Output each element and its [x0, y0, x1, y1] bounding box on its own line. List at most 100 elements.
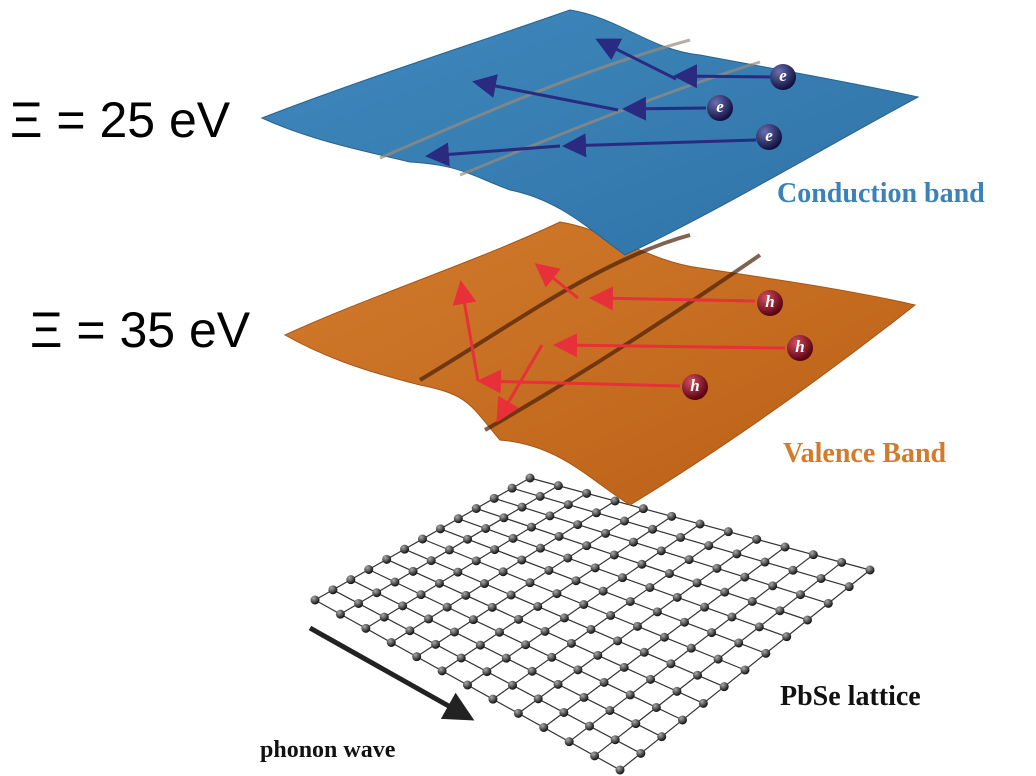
atom — [488, 695, 497, 704]
atom — [803, 616, 812, 625]
band-label: Valence Band — [783, 438, 947, 469]
atom — [755, 622, 764, 631]
atom — [579, 693, 588, 702]
atom — [599, 587, 608, 596]
atom — [412, 652, 421, 661]
atom — [593, 651, 602, 660]
wave-label: phonon wave — [260, 737, 396, 763]
atom — [626, 690, 635, 699]
atom — [720, 682, 729, 691]
atom — [536, 492, 545, 501]
atom — [472, 556, 481, 565]
atom — [490, 494, 499, 503]
atom — [518, 503, 527, 512]
atom — [782, 632, 791, 641]
electron: e — [770, 64, 796, 90]
atom — [657, 732, 666, 741]
atom — [382, 555, 391, 564]
atom — [809, 550, 818, 559]
atom — [481, 524, 490, 533]
atom — [387, 638, 396, 647]
atom — [435, 579, 444, 588]
atom — [606, 611, 615, 620]
atom — [788, 566, 797, 575]
atom — [582, 541, 591, 550]
atom — [536, 544, 545, 553]
atom — [361, 624, 370, 633]
atom — [443, 603, 452, 612]
atom — [554, 481, 563, 490]
atom — [436, 524, 445, 533]
arrow — [676, 76, 770, 77]
atom — [637, 560, 646, 569]
hole: h — [682, 374, 708, 400]
atom — [610, 550, 619, 559]
atom — [564, 500, 573, 509]
atom — [616, 766, 625, 775]
atom — [824, 599, 833, 608]
atom — [626, 597, 635, 606]
atom — [454, 514, 463, 523]
atom — [457, 653, 466, 662]
atom — [502, 654, 511, 663]
atom — [400, 545, 409, 554]
atom — [761, 649, 770, 658]
atom — [398, 601, 407, 610]
hole: h — [787, 335, 813, 361]
atom — [600, 678, 609, 687]
atom — [579, 600, 588, 609]
atom — [740, 573, 749, 582]
atom — [636, 749, 645, 758]
atom — [418, 535, 427, 544]
atom — [678, 716, 687, 725]
atom — [424, 614, 433, 623]
atom — [611, 735, 620, 744]
atom — [509, 534, 518, 543]
atom — [328, 585, 337, 594]
hole: h — [757, 290, 783, 316]
electron: e — [707, 95, 733, 121]
atom — [507, 591, 516, 600]
atom — [409, 567, 418, 576]
atom — [311, 596, 320, 605]
atom — [463, 681, 472, 690]
atom — [533, 602, 542, 611]
atom — [585, 722, 594, 731]
atom — [573, 665, 582, 674]
atom — [482, 667, 491, 676]
atom — [601, 529, 610, 538]
atom — [539, 723, 548, 732]
atom — [760, 558, 769, 567]
atom — [552, 589, 561, 598]
atom — [817, 574, 826, 583]
atom — [508, 484, 517, 493]
atom — [845, 582, 854, 591]
atom — [453, 568, 462, 577]
atom — [639, 504, 648, 513]
conduction-band-surface — [262, 10, 918, 255]
atom — [732, 549, 741, 558]
atom — [680, 618, 689, 627]
atom — [696, 520, 705, 529]
atom — [693, 578, 702, 587]
atom — [645, 583, 654, 592]
atom — [545, 511, 554, 520]
atom — [534, 694, 543, 703]
atom — [752, 535, 761, 544]
atom — [640, 648, 649, 657]
atom — [480, 579, 489, 588]
atom — [657, 546, 666, 555]
atom — [673, 593, 682, 602]
particle-label: h — [690, 376, 699, 395]
atom — [653, 607, 662, 616]
atom — [666, 659, 675, 668]
atom — [554, 680, 563, 689]
atom — [544, 566, 553, 575]
atom — [837, 558, 846, 567]
atom — [646, 675, 655, 684]
atom — [734, 638, 743, 647]
atom — [559, 708, 568, 717]
atom — [528, 667, 537, 676]
band-label: Conduction band — [777, 178, 985, 209]
electron: e — [756, 124, 782, 150]
